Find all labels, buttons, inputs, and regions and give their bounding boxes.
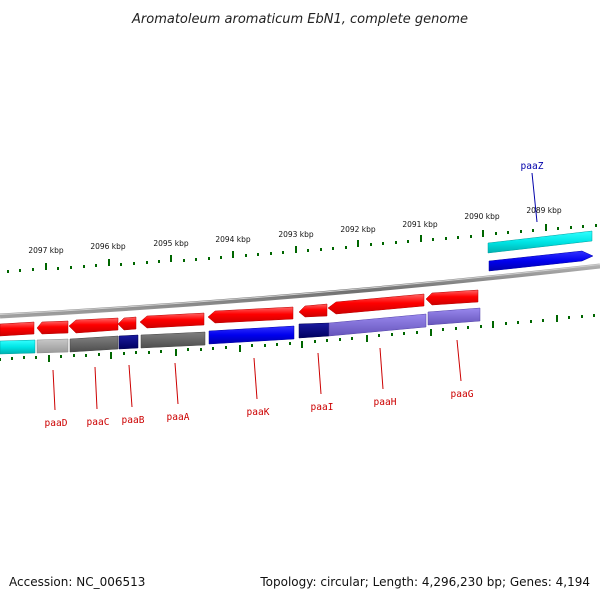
gene-arrows (0, 289, 479, 337)
map-title: Aromatoleum aromaticum EbN1, complete ge… (131, 12, 468, 27)
block-cyan[interactable] (0, 339, 36, 355)
label-leaders (52, 172, 538, 411)
gene-arrow-paaG[interactable] (327, 293, 425, 315)
scale-labels: 2097 kbp 2096 kbp 2095 kbp 2094 kbp 2093… (28, 206, 562, 255)
block-navy[interactable] (118, 334, 139, 350)
genome-summary-text: Topology: circular; Length: 4,296,230 bp… (259, 575, 590, 589)
feature-blocks (0, 307, 481, 355)
leader-paaZ (531, 172, 538, 223)
gene-arrow-paaD[interactable] (0, 321, 35, 337)
scale-label: 2093 kbp (278, 230, 314, 239)
gene-arrow-paaC[interactable] (36, 320, 69, 335)
gene-arrow-paaH[interactable] (298, 303, 328, 318)
gene-label-paaD[interactable]: paaD (45, 418, 68, 429)
scale-label: 2092 kbp (340, 225, 376, 234)
scale-label: 2095 kbp (153, 239, 189, 248)
leader-paaB (128, 364, 133, 408)
leader-paaC (94, 366, 98, 410)
scale-label: 2096 kbp (90, 242, 126, 251)
gene-label-paaA[interactable]: paaA (167, 412, 190, 423)
gene-arrow-paaI[interactable] (207, 306, 294, 324)
genome-backbone-highlight (0, 264, 600, 315)
inner-tick-ruler (0, 314, 595, 362)
gene-label-paaZ[interactable]: paaZ (521, 161, 544, 172)
top-strand-features (487, 230, 594, 272)
genome-backbone (0, 263, 600, 319)
block-violet[interactable] (328, 313, 427, 337)
outer-tick-ruler (7, 224, 597, 273)
leader-paaG (456, 339, 462, 382)
gene-label-paaB[interactable]: paaB (122, 415, 145, 426)
scale-label: 2089 kbp (526, 206, 562, 215)
block-violet[interactable] (427, 307, 481, 326)
leader-paaD (52, 369, 56, 411)
block-lightgray[interactable] (36, 338, 69, 354)
leader-paaK (253, 357, 258, 400)
gene-labels: paaZ paaD paaC paaB paaA paaK paaI paaH … (45, 161, 544, 429)
gene-label-paaG[interactable]: paaG (451, 389, 474, 400)
gene-arrow-extra[interactable] (425, 289, 479, 306)
block-gray[interactable] (140, 331, 206, 349)
gene-label-paaH[interactable]: paaH (374, 397, 397, 408)
leader-paaH (379, 347, 384, 390)
block-navy[interactable] (298, 322, 330, 339)
gene-arrow-paaB[interactable] (68, 317, 119, 334)
scale-label: 2094 kbp (215, 235, 251, 244)
gene-label-paaI[interactable]: paaI (311, 402, 334, 413)
feature-paaZ[interactable] (487, 230, 593, 254)
leader-paaA (174, 362, 179, 405)
block-blue[interactable] (208, 325, 295, 345)
gene-arrow-paaA[interactable] (117, 316, 137, 331)
scale-label: 2090 kbp (464, 212, 500, 221)
accession-text: Accession: NC_006513 (9, 575, 145, 589)
block-gray[interactable] (69, 335, 119, 353)
scale-label: 2097 kbp (28, 246, 64, 255)
gene-label-paaK[interactable]: paaK (247, 407, 270, 418)
gene-label-paaC[interactable]: paaC (87, 417, 110, 428)
scale-label: 2091 kbp (402, 220, 438, 229)
leader-paaI (317, 352, 322, 395)
feature-cds-blue[interactable] (488, 250, 594, 272)
gene-arrow-paaK[interactable] (139, 312, 205, 329)
